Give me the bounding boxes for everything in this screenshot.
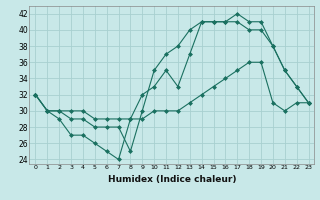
X-axis label: Humidex (Indice chaleur): Humidex (Indice chaleur) <box>108 175 236 184</box>
